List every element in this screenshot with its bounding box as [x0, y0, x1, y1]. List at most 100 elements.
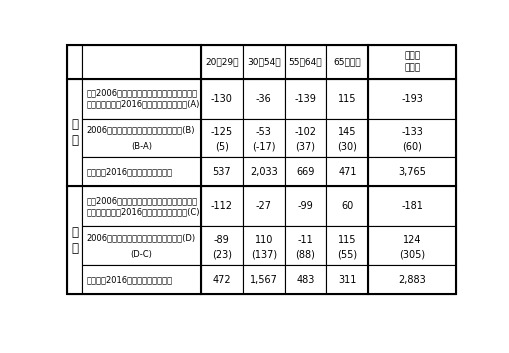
Text: (23): (23): [211, 249, 232, 259]
Text: 471: 471: [337, 167, 356, 177]
Text: 472: 472: [212, 275, 231, 285]
Text: （参考）2016年時点の労働力人口: （参考）2016年時点の労働力人口: [86, 167, 172, 176]
Text: (D-C): (D-C): [130, 250, 152, 259]
Bar: [284, 265, 326, 294]
Bar: [242, 157, 284, 186]
Text: (60): (60): [402, 141, 421, 151]
Text: -112: -112: [210, 201, 233, 211]
Bar: [326, 119, 367, 157]
Bar: [367, 265, 455, 294]
Bar: [326, 226, 367, 265]
Text: 115: 115: [337, 235, 356, 245]
Text: 55〜64歳: 55〜64歳: [288, 57, 322, 66]
Bar: [367, 79, 455, 119]
Text: 115: 115: [337, 94, 356, 103]
Text: (37): (37): [295, 141, 315, 151]
Bar: [367, 186, 455, 226]
Text: (5): (5): [214, 141, 229, 151]
Bar: [284, 119, 326, 157]
Text: (-17): (-17): [251, 141, 275, 151]
Text: (30): (30): [337, 141, 357, 151]
Text: 110: 110: [254, 235, 272, 245]
Text: -99: -99: [297, 201, 313, 211]
Bar: [201, 157, 242, 186]
Text: (88): (88): [295, 249, 315, 259]
Bar: [326, 265, 367, 294]
Bar: [284, 186, 326, 226]
Bar: [367, 45, 455, 79]
Bar: [201, 119, 242, 157]
Text: 20〜29歳: 20〜29歳: [205, 57, 238, 66]
Text: 2,883: 2,883: [398, 275, 425, 285]
Bar: [82, 157, 201, 186]
Bar: [82, 186, 201, 226]
Text: 483: 483: [296, 275, 314, 285]
Bar: [82, 45, 201, 79]
Bar: [201, 226, 242, 265]
Bar: [326, 79, 367, 119]
Bar: [82, 79, 201, 119]
Text: -53: -53: [255, 127, 271, 137]
Bar: [284, 157, 326, 186]
Text: -125: -125: [210, 127, 233, 137]
Text: 男
性: 男 性: [71, 118, 78, 147]
Text: 2006年から６１年までの変化幅の実績(D): 2006年から６１年までの変化幅の実績(D): [86, 233, 195, 243]
Bar: [82, 226, 201, 265]
Bar: [67, 45, 82, 79]
Bar: [367, 157, 455, 186]
Text: -11: -11: [297, 235, 313, 245]
Bar: [242, 186, 284, 226]
Bar: [284, 45, 326, 79]
Text: (305): (305): [398, 249, 425, 259]
Text: 1,567: 1,567: [249, 275, 277, 285]
Bar: [201, 186, 242, 226]
Bar: [201, 79, 242, 119]
Bar: [82, 119, 201, 157]
Bar: [326, 45, 367, 79]
Bar: [82, 265, 201, 294]
Text: -36: -36: [256, 94, 271, 103]
Bar: [201, 45, 242, 79]
Bar: [242, 119, 284, 157]
Text: 311: 311: [337, 275, 356, 285]
Text: その他
とも計: その他 とも計: [403, 52, 419, 72]
Text: -130: -130: [211, 94, 232, 103]
Text: -89: -89: [214, 235, 229, 245]
Text: （参考）2016年時点の労働力人口: （参考）2016年時点の労働力人口: [86, 275, 172, 284]
Text: 60: 60: [341, 201, 353, 211]
Text: -102: -102: [294, 127, 316, 137]
Text: 124: 124: [402, 235, 420, 245]
Bar: [242, 79, 284, 119]
Text: 他に2006年時点と同じ労働力人口比率が続い
たとした場合の2016年までの変化幅試算(A): 他に2006年時点と同じ労働力人口比率が続い たとした場合の2016年までの変化…: [86, 88, 199, 109]
Text: (137): (137): [250, 249, 276, 259]
Text: 女
性: 女 性: [71, 226, 78, 255]
Bar: [284, 226, 326, 265]
Text: -181: -181: [401, 201, 422, 211]
Text: -139: -139: [294, 94, 316, 103]
Text: 他に2006年時点と同じ労働力人口比率が続い
たとした場合の2016年までの変化幅試算(C): 他に2006年時点と同じ労働力人口比率が続い たとした場合の2016年までの変化…: [86, 196, 200, 217]
Text: 669: 669: [296, 167, 314, 177]
Text: -27: -27: [255, 201, 271, 211]
Text: (B-A): (B-A): [131, 142, 152, 151]
Text: 2,033: 2,033: [249, 167, 277, 177]
Bar: [242, 265, 284, 294]
Bar: [367, 119, 455, 157]
Bar: [201, 265, 242, 294]
Bar: [242, 45, 284, 79]
Bar: [284, 79, 326, 119]
Text: 65歳以上: 65歳以上: [333, 57, 360, 66]
Text: 30〜54歳: 30〜54歳: [246, 57, 280, 66]
Text: 3,765: 3,765: [398, 167, 425, 177]
Bar: [242, 226, 284, 265]
Text: 537: 537: [212, 167, 231, 177]
Text: 145: 145: [337, 127, 356, 137]
Bar: [67, 79, 82, 186]
Bar: [326, 186, 367, 226]
Text: 2006年から６１年までの変化幅の実績(B): 2006年から６１年までの変化幅の実績(B): [86, 126, 194, 134]
Bar: [367, 226, 455, 265]
Text: (55): (55): [336, 249, 357, 259]
Text: -193: -193: [401, 94, 422, 103]
Bar: [67, 186, 82, 294]
Text: -133: -133: [401, 127, 422, 137]
Bar: [326, 157, 367, 186]
